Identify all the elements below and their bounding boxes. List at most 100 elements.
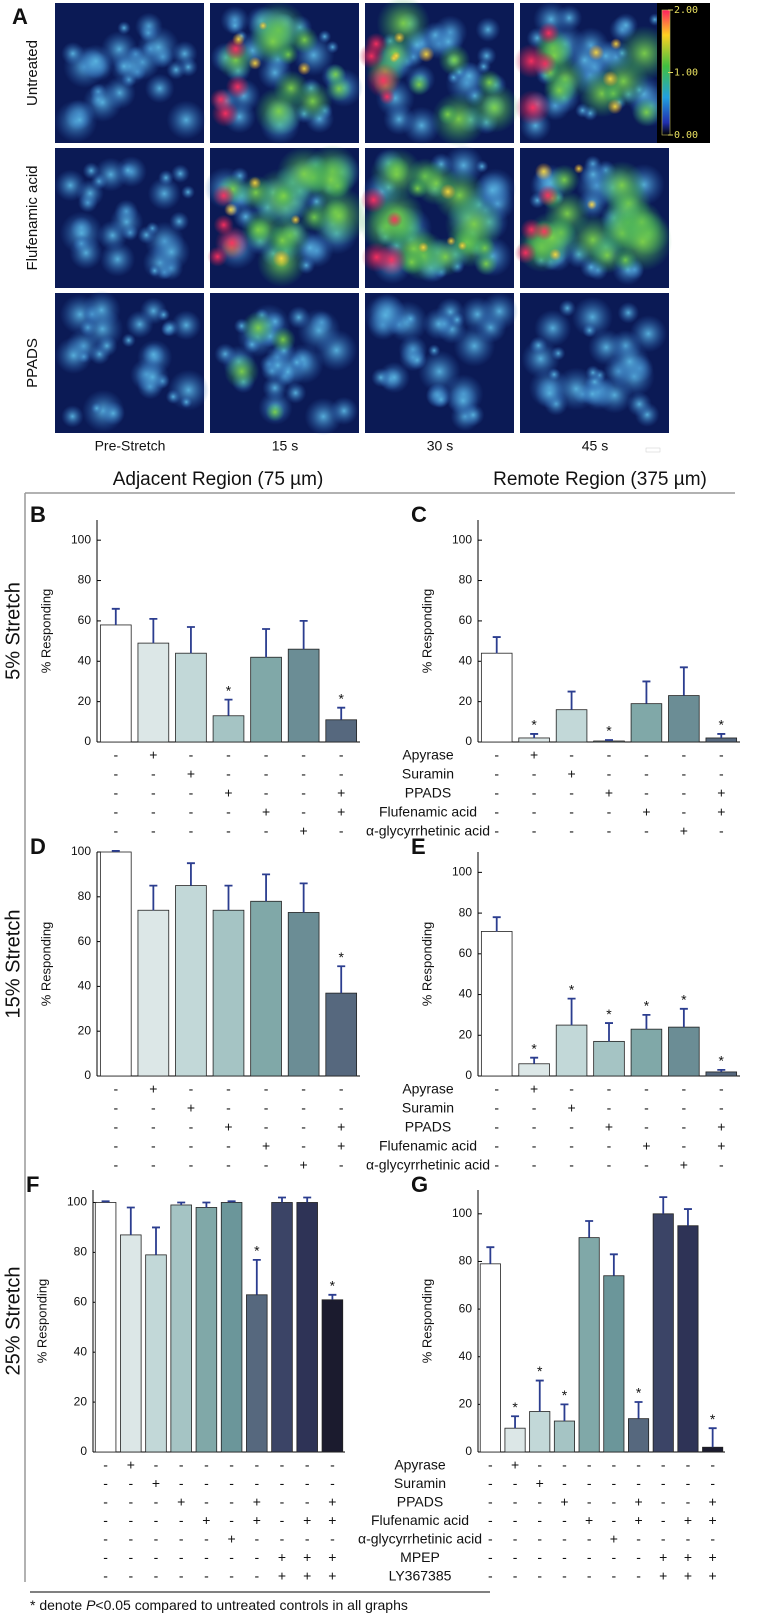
bar: [553, 1420, 575, 1453]
treatment-sign: -: [229, 1512, 234, 1528]
significance: *: [330, 1278, 336, 1294]
cell: [631, 97, 662, 127]
cell: [157, 308, 171, 322]
significance: *: [569, 981, 575, 997]
treatment-sign: +: [228, 1531, 236, 1547]
cell: [585, 365, 601, 381]
colorbar-label: 0.00: [674, 130, 698, 141]
y-tick-label: 60: [74, 1294, 88, 1308]
y-tick-label: 80: [459, 573, 473, 587]
treatment-sign: +: [536, 1475, 544, 1491]
treatment-sign: -: [280, 1531, 285, 1547]
treatment-sign: -: [204, 1475, 209, 1491]
cell: [54, 169, 87, 202]
cell: [113, 56, 135, 77]
y-tick-label: 60: [459, 613, 473, 627]
treatment-sign: -: [569, 785, 574, 801]
treatment-sign: -: [494, 1100, 499, 1116]
treatment-sign: +: [303, 1568, 311, 1584]
treatment-sign: -: [569, 823, 574, 839]
treatment-sign: -: [264, 785, 269, 801]
significance: *: [338, 690, 344, 706]
cell: [329, 396, 359, 426]
cell: [629, 315, 668, 353]
cell: [82, 82, 123, 123]
treatment-sign: -: [229, 1494, 234, 1510]
micrograph: [359, 145, 517, 288]
bar: [99, 624, 132, 743]
treatment-sign: -: [661, 1512, 666, 1528]
cell: [96, 335, 118, 357]
treatment-sign: +: [610, 1531, 618, 1547]
region-header: Remote Region (375 µm): [493, 469, 707, 490]
treatment-sign: -: [719, 1081, 724, 1097]
treatment-sign: -: [280, 1475, 285, 1491]
footnote-part: <0.05 compared to untreated controls in …: [95, 1597, 407, 1613]
y-tick-label: 100: [71, 844, 91, 858]
treatment-sign: -: [488, 1512, 493, 1528]
y-tick-label: 0: [84, 734, 91, 748]
treatment-sign: -: [644, 1081, 649, 1097]
y-tick-label: 100: [67, 1195, 87, 1209]
treatment-sign: -: [494, 766, 499, 782]
cell: [109, 205, 144, 239]
significance: *: [681, 992, 687, 1008]
treatment-sign: -: [103, 1531, 108, 1547]
cell: [480, 292, 519, 331]
treatment-label: Flufenamic acid: [379, 804, 477, 820]
treatment-sign: -: [264, 823, 269, 839]
significance: *: [710, 1411, 716, 1427]
treatment-sign: -: [113, 823, 118, 839]
treatment-sign: -: [612, 1512, 617, 1528]
y-tick-label: 60: [459, 1301, 473, 1315]
cell: [534, 162, 553, 181]
treatment-sign: -: [151, 1157, 156, 1173]
y-tick-label: 80: [78, 889, 92, 903]
y-tick-label: 100: [452, 865, 472, 879]
treatment-sign: -: [644, 766, 649, 782]
treatment-sign: +: [659, 1549, 667, 1565]
cell: [148, 264, 161, 277]
treatment-label: Suramin: [394, 1475, 446, 1491]
treatment-sign: -: [301, 1081, 306, 1097]
significance: *: [226, 682, 232, 698]
micrograph: [364, 292, 519, 433]
treatment-sign: -: [189, 823, 194, 839]
treatment-sign: -: [151, 1100, 156, 1116]
bar: [668, 1026, 700, 1077]
error-bar: [717, 1068, 726, 1072]
treatment-sign: +: [177, 1494, 185, 1510]
treatment-sign: -: [103, 1512, 108, 1528]
treatment-sign: -: [339, 1157, 344, 1173]
cell: [520, 218, 543, 241]
cell: [393, 32, 406, 44]
treatment-sign: -: [513, 1494, 518, 1510]
y-tick-label: 60: [78, 613, 92, 627]
cell: [543, 74, 576, 107]
error-bar: [227, 1200, 236, 1203]
treatment-sign: -: [607, 823, 612, 839]
treatment-sign: -: [301, 1119, 306, 1135]
treatment-sign: -: [569, 1138, 574, 1154]
treatment-sign: -: [280, 1457, 285, 1473]
cell: [225, 16, 244, 35]
treatment-sign: +: [684, 1512, 692, 1528]
y-tick-label: 0: [465, 734, 472, 748]
treatment-sign: -: [179, 1531, 184, 1547]
treatment-sign: +: [187, 1100, 195, 1116]
treatment-sign: -: [587, 1494, 592, 1510]
treatment-sign: -: [644, 1157, 649, 1173]
treatment-sign: +: [709, 1568, 717, 1584]
cell: [166, 100, 206, 140]
cell: [125, 310, 154, 339]
treatment-sign: -: [154, 1531, 159, 1547]
treatment-sign: -: [264, 766, 269, 782]
cell: [602, 70, 619, 87]
treatment-sign: +: [202, 1512, 210, 1528]
treatment-sign: +: [224, 785, 232, 801]
y-tick-label: 20: [459, 1397, 473, 1411]
significance: *: [606, 723, 612, 739]
error-bar: [299, 882, 308, 913]
micrograph: [520, 293, 669, 433]
error-bar: [642, 680, 651, 704]
